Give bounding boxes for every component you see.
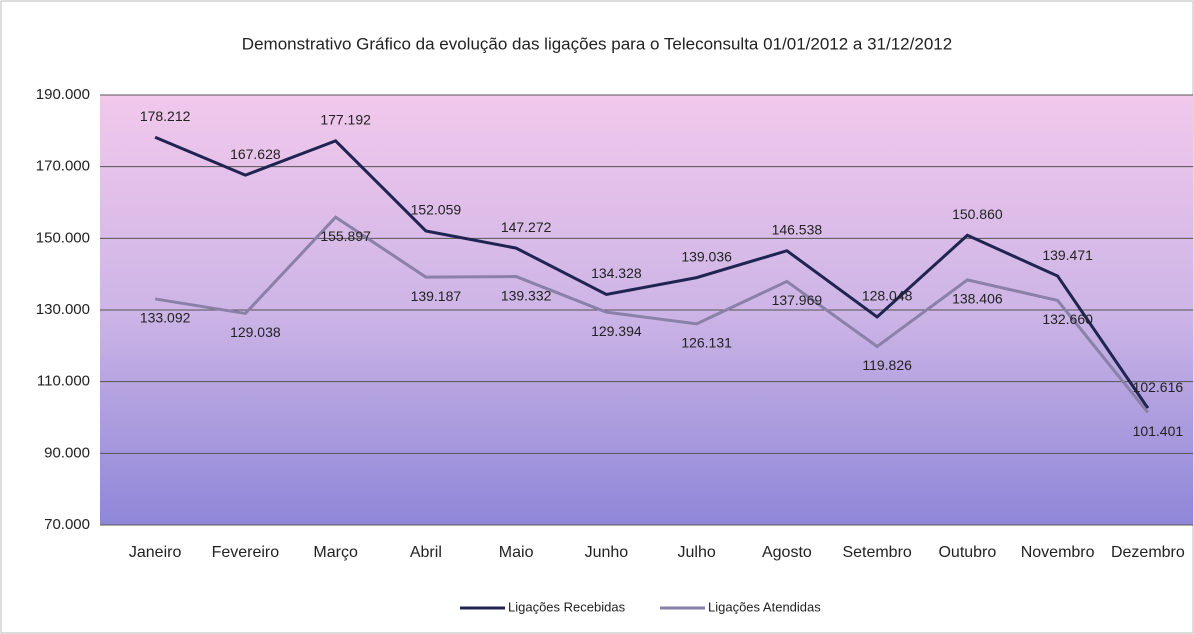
x-tick-label: Maio	[499, 544, 534, 561]
data-label: 155.897	[320, 228, 371, 244]
chart-title: Demonstrativo Gráfico da evolução das li…	[242, 34, 952, 53]
y-tick-label: 70.000	[44, 516, 90, 533]
x-tick-label: Agosto	[762, 544, 812, 561]
data-label: 101.401	[1133, 423, 1184, 439]
data-label: 128.048	[862, 288, 913, 304]
x-tick-label: Junho	[585, 544, 629, 561]
legend-label: Ligações Recebidas	[508, 599, 626, 614]
data-label: 139.332	[501, 287, 552, 303]
data-label: 119.826	[862, 357, 912, 373]
data-label: 133.092	[140, 310, 191, 326]
x-tick-label: Março	[313, 544, 358, 561]
data-label: 178.212	[140, 108, 191, 124]
x-tick-label: Dezembro	[1111, 544, 1185, 561]
data-label: 139.471	[1042, 247, 1093, 263]
data-label: 102.616	[1133, 379, 1184, 395]
data-label: 126.131	[681, 335, 732, 351]
y-tick-label: 190.000	[36, 86, 90, 103]
x-tick-label: Novembro	[1021, 544, 1095, 561]
data-label: 150.860	[952, 206, 1003, 222]
data-label: 137.969	[772, 292, 823, 308]
x-tick-label: Fevereiro	[212, 544, 280, 561]
data-label: 177.192	[320, 112, 371, 128]
x-tick-label: Janeiro	[129, 544, 182, 561]
data-label: 129.038	[230, 324, 281, 340]
x-tick-label: Julho	[678, 544, 716, 561]
y-tick-label: 110.000	[37, 373, 90, 390]
data-label: 132.660	[1042, 311, 1093, 327]
y-tick-label: 170.000	[36, 158, 90, 175]
data-label: 139.036	[681, 248, 732, 264]
x-tick-label: Setembro	[842, 544, 911, 561]
data-label: 167.628	[230, 146, 281, 162]
data-label: 152.059	[411, 202, 462, 218]
line	[154, 135, 1150, 409]
x-tick-label: Outubro	[938, 544, 996, 561]
data-label: 139.187	[411, 288, 462, 304]
data-label: 147.272	[501, 219, 552, 235]
legend-label: Ligações Atendidas	[708, 599, 821, 614]
data-label: 129.394	[591, 323, 642, 339]
y-tick-label: 130.000	[36, 301, 90, 318]
data-label: 134.328	[591, 265, 642, 281]
data-label: 146.538	[772, 221, 823, 237]
data-label: 138.406	[952, 291, 1003, 307]
y-tick-label: 90.000	[44, 444, 90, 461]
line	[154, 215, 1150, 414]
y-tick-label: 150.000	[36, 229, 90, 246]
x-tick-label: Abril	[410, 544, 442, 561]
